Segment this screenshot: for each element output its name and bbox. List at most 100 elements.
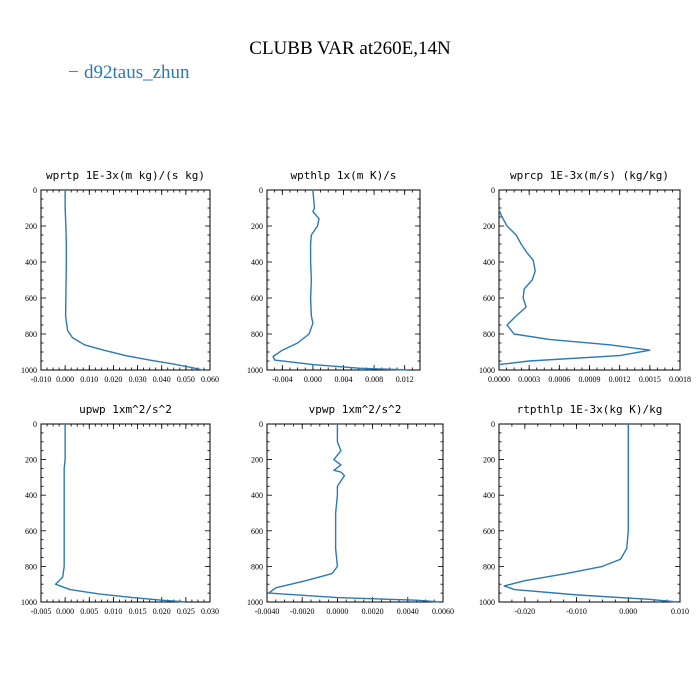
y-tick-label: 400: [25, 258, 37, 267]
y-tick-label: 600: [251, 527, 263, 536]
y-tick-label: 1000: [21, 598, 37, 607]
x-tick-label: 0.005: [80, 607, 98, 616]
x-tick-label: 0.015: [129, 607, 147, 616]
y-tick-label: 600: [483, 294, 495, 303]
y-tick-label: 0: [491, 420, 495, 429]
plot-frame: [40, 423, 211, 603]
x-tick-label: 0.060: [201, 375, 219, 384]
y-tick-label: 600: [251, 294, 263, 303]
y-tick-label: 200: [251, 222, 263, 231]
panel-3: wprcp 1E-3x(m/s) (kg/kg) 0.0000 0.0003 0.00…: [479, 169, 691, 384]
series-line: [268, 424, 440, 603]
x-tick-label: 0.012: [396, 375, 414, 384]
x-tick-label: 0.0018: [669, 375, 691, 384]
x-tick-label: 0.000: [304, 375, 322, 384]
y-tick-label: 200: [483, 456, 495, 465]
y-tick-label: 400: [251, 258, 263, 267]
y-tick-label: 0: [33, 420, 37, 429]
panel-title: wpthlp 1x(m K)/s: [291, 169, 397, 182]
y-tick-label: 200: [251, 456, 263, 465]
y-tick-label: 400: [251, 491, 263, 500]
y-tick-label: 0: [33, 186, 37, 195]
legend-marker: −: [68, 62, 79, 83]
x-tick-label: 0.010: [104, 607, 122, 616]
panel-4: upwp 1xm^2/s^2 -0.005 0.000 0.005 0.010 0.015…: [21, 403, 219, 616]
x-tick-label: 0.004: [335, 375, 353, 384]
y-tick-label: 200: [25, 222, 37, 231]
x-tick-label: 0.000: [56, 607, 74, 616]
x-tick-label: 0.020: [104, 375, 122, 384]
y-tick-label: 800: [25, 330, 37, 339]
panel-title: wprtp 1E-3x(m kg)/(s kg): [46, 169, 205, 182]
y-tick-label: 1000: [479, 598, 495, 607]
x-tick-label: 0.0006: [548, 375, 570, 384]
panel-5: vpwp 1xm^2/s^2 -0.0040 -0.0020 0.0000 0.0020…: [247, 403, 454, 616]
series-line: [54, 424, 186, 603]
x-tick-label: 0.0012: [609, 375, 631, 384]
x-tick-label: -0.0040: [255, 607, 280, 616]
x-tick-label: -0.004: [272, 375, 293, 384]
x-tick-label: -0.0020: [290, 607, 315, 616]
y-tick-label: 800: [483, 562, 495, 571]
x-tick-label: 0.000: [56, 375, 74, 384]
series-line: [498, 209, 651, 366]
legend: − d92taus_zhun: [68, 62, 190, 83]
y-tick-label: 0: [491, 186, 495, 195]
plot-frame: [266, 189, 421, 371]
x-tick-label: 0.020: [153, 607, 171, 616]
figure-title: CLUBB VAR at260E,14N: [249, 38, 451, 59]
panel-1: wprtp 1E-3x(m kg)/(s kg) -0.010 0.000 0.010…: [21, 169, 219, 384]
plot-frame: [266, 423, 444, 603]
x-tick-label: 0.010: [80, 375, 98, 384]
x-tick-label: -0.005: [31, 607, 52, 616]
y-tick-label: 0: [259, 186, 263, 195]
y-tick-label: 400: [483, 491, 495, 500]
y-tick-label: 200: [483, 222, 495, 231]
y-tick-label: 0: [259, 420, 263, 429]
y-tick-label: 1000: [247, 598, 263, 607]
panel-6: rtpthlp 1E-3x(kg K)/kg -0.020 -0.010 0.000 0…: [479, 403, 689, 616]
series-line: [272, 189, 409, 371]
panel-title: upwp 1xm^2/s^2: [79, 403, 172, 416]
panels: wprtp 1E-3x(m kg)/(s kg) -0.010 0.000 0.010…: [21, 169, 691, 616]
y-tick-label: 1000: [21, 366, 37, 375]
y-tick-label: 1000: [247, 366, 263, 375]
x-tick-label: 0.030: [201, 607, 219, 616]
y-tick-label: 800: [483, 330, 495, 339]
x-tick-label: 0.0000: [326, 607, 348, 616]
x-tick-label: 0.025: [177, 607, 195, 616]
x-tick-label: 0.050: [177, 375, 195, 384]
y-tick-label: 800: [251, 562, 263, 571]
x-tick-label: 0.030: [129, 375, 147, 384]
x-tick-label: 0.010: [671, 607, 689, 616]
series-line: [64, 190, 203, 371]
panel-title: wprcp 1E-3x(m/s) (kg/kg): [510, 169, 669, 182]
y-tick-label: 400: [25, 491, 37, 500]
panel-title: rtpthlp 1E-3x(kg K)/kg: [517, 403, 663, 416]
x-tick-label: 0.0020: [362, 607, 384, 616]
x-tick-label: 0.000: [619, 607, 637, 616]
x-tick-label: 0.0009: [579, 375, 601, 384]
x-tick-label: 0.008: [365, 375, 383, 384]
y-tick-label: 600: [483, 527, 495, 536]
x-tick-label: 0.040: [153, 375, 171, 384]
x-tick-label: 0.0040: [397, 607, 419, 616]
x-tick-label: 0.0000: [488, 375, 510, 384]
series-line: [503, 424, 678, 603]
panel-2: wpthlp 1x(m K)/s -0.004 0.000 0.004 0.008 0.0…: [247, 169, 421, 384]
x-tick-label: 0.0003: [518, 375, 540, 384]
plot-frame: [498, 423, 681, 603]
y-tick-label: 400: [483, 258, 495, 267]
x-tick-label: -0.020: [515, 607, 536, 616]
x-tick-label: 0.0060: [432, 607, 454, 616]
y-tick-label: 800: [251, 330, 263, 339]
y-tick-label: 600: [25, 294, 37, 303]
legend-label: d92taus_zhun: [84, 62, 190, 83]
panel-title: vpwp 1xm^2/s^2: [309, 403, 402, 416]
y-tick-label: 200: [25, 456, 37, 465]
y-tick-label: 600: [25, 527, 37, 536]
y-tick-label: 1000: [479, 366, 495, 375]
x-tick-label: 0.0015: [639, 375, 661, 384]
x-tick-label: -0.010: [31, 375, 52, 384]
